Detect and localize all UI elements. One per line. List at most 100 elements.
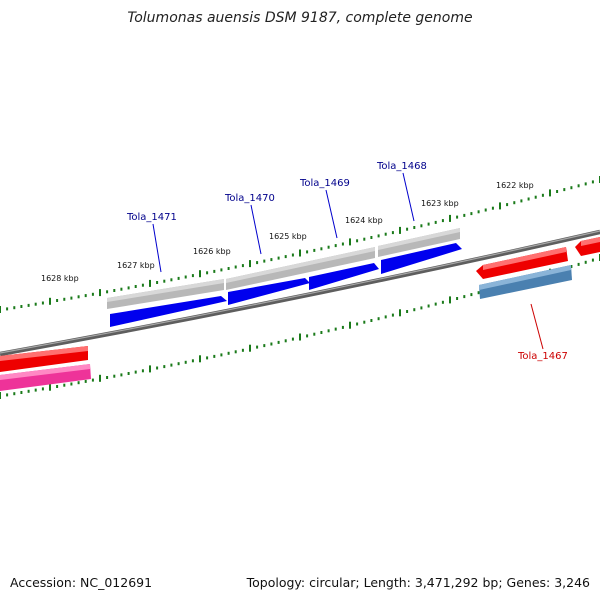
scale-minor-tick: [377, 234, 380, 238]
scale-minor-tick: [370, 236, 373, 239]
scale-minor-tick: [406, 310, 409, 313]
scale-minor-tick: [20, 305, 23, 308]
scale-minor-tick: [427, 304, 430, 308]
scale-minor-tick: [34, 388, 37, 392]
scale-minor-tick: [63, 297, 66, 301]
gene-tola-1471[interactable]: [110, 296, 227, 327]
scale-minor-tick: [213, 354, 216, 358]
scale-minor-tick: [456, 215, 459, 219]
scale-minor-tick: [91, 292, 94, 296]
scale-label-1622: 1622 kbp: [496, 181, 534, 190]
scale-minor-tick: [41, 301, 44, 305]
scale-minor-tick: [191, 359, 194, 363]
scale-label-1628: 1628 kbp: [41, 274, 79, 283]
scale-minor-tick: [341, 325, 344, 329]
scale-major-tick: [249, 344, 251, 352]
scale-minor-tick: [584, 182, 587, 186]
scale-minor-tick: [270, 258, 273, 262]
scale-minor-tick: [27, 389, 30, 393]
upper-scale-track: [0, 176, 600, 313]
scale-major-tick: [49, 383, 51, 391]
scale-minor-tick: [291, 337, 294, 341]
scale-minor-tick: [306, 250, 309, 254]
scale-minor-tick: [113, 374, 116, 378]
reverse-gene-track-right: [476, 237, 600, 299]
scale-minor-tick: [463, 295, 466, 299]
scale-major-tick: [49, 297, 51, 305]
scale-minor-tick: [413, 308, 416, 312]
scale-major-tick: [149, 279, 151, 287]
scale-minor-tick: [413, 226, 416, 229]
scale-minor-tick: [363, 320, 366, 324]
scale-minor-tick: [427, 222, 430, 226]
scale-minor-tick: [591, 258, 594, 262]
scale-minor-tick: [584, 260, 587, 264]
scale-major-tick: [299, 249, 301, 257]
gene-label-tola-1467[interactable]: Tola_1467: [517, 351, 568, 362]
scale-minor-tick: [534, 195, 537, 199]
scale-minor-tick: [27, 303, 30, 307]
scale-minor-tick: [177, 276, 180, 280]
scale-minor-tick: [320, 247, 323, 251]
scale-minor-tick: [491, 206, 494, 210]
gene-label-tola-1470[interactable]: Tola_1470: [224, 193, 275, 204]
gene-leader-lines: [152, 172, 544, 350]
scale-minor-tick: [141, 369, 144, 373]
scale-minor-tick: [227, 267, 230, 270]
gene-label-tola-1469[interactable]: Tola_1469: [299, 178, 350, 189]
scale-minor-tick: [191, 274, 194, 278]
scale-major-tick: [349, 238, 351, 246]
scale-minor-tick: [577, 262, 580, 266]
scale-minor-tick: [127, 286, 130, 290]
scale-minor-tick: [306, 334, 309, 338]
scale-minor-tick: [391, 231, 394, 235]
scale-minor-tick: [170, 278, 173, 282]
scale-label-1624: 1624 kbp: [345, 216, 383, 225]
scale-minor-tick: [420, 224, 423, 228]
scale-minor-tick: [377, 317, 380, 321]
scale-minor-tick: [113, 289, 116, 292]
scale-minor-tick: [591, 180, 594, 184]
scale-minor-tick: [341, 242, 344, 246]
gene-label-tola-1468[interactable]: Tola_1468: [376, 161, 427, 172]
gene-tola-1469[interactable]: [309, 263, 379, 290]
scale-major-tick: [249, 260, 251, 268]
scale-minor-tick: [327, 329, 330, 333]
gene-tola-1470[interactable]: [228, 278, 310, 305]
scale-minor-tick: [13, 392, 16, 396]
scale-minor-tick: [263, 344, 266, 348]
scale-minor-tick: [441, 219, 444, 223]
scale-minor-tick: [20, 391, 23, 394]
scale-minor-tick: [456, 297, 459, 300]
scale-minor-tick: [327, 245, 330, 249]
gene-tola-1468[interactable]: [381, 243, 462, 274]
scale-minor-tick: [63, 383, 66, 387]
scale-minor-tick: [391, 313, 394, 317]
scale-major-tick: [399, 309, 401, 317]
scale-minor-tick: [70, 382, 73, 386]
scale-minor-tick: [384, 232, 387, 236]
scale-major-tick: [199, 270, 201, 278]
scale-major-tick: [99, 374, 101, 382]
scale-minor-tick: [420, 306, 423, 310]
scale-major-tick: [199, 355, 201, 363]
scale-minor-tick: [477, 210, 480, 214]
gene-label-tola-1471[interactable]: Tola_1471: [126, 212, 177, 223]
scale-minor-tick: [441, 300, 444, 304]
scale-minor-tick: [277, 340, 280, 344]
scale-minor-tick: [156, 366, 159, 370]
scale-minor-tick: [134, 370, 137, 374]
scale-major-tick: [0, 306, 1, 313]
forward-gene-track: [110, 243, 462, 327]
gray-gene-track: [107, 228, 460, 309]
scale-minor-tick: [520, 199, 523, 203]
scale-major-tick: [449, 214, 451, 222]
map-title: Tolumonas auensis DSM 9187, complete gen…: [127, 10, 473, 26]
scale-minor-tick: [163, 365, 166, 369]
scale-minor-tick: [70, 296, 73, 300]
scale-minor-tick: [220, 268, 223, 272]
scale-minor-tick: [170, 363, 173, 367]
scale-minor-tick: [220, 353, 223, 357]
scale-major-tick: [499, 202, 501, 210]
